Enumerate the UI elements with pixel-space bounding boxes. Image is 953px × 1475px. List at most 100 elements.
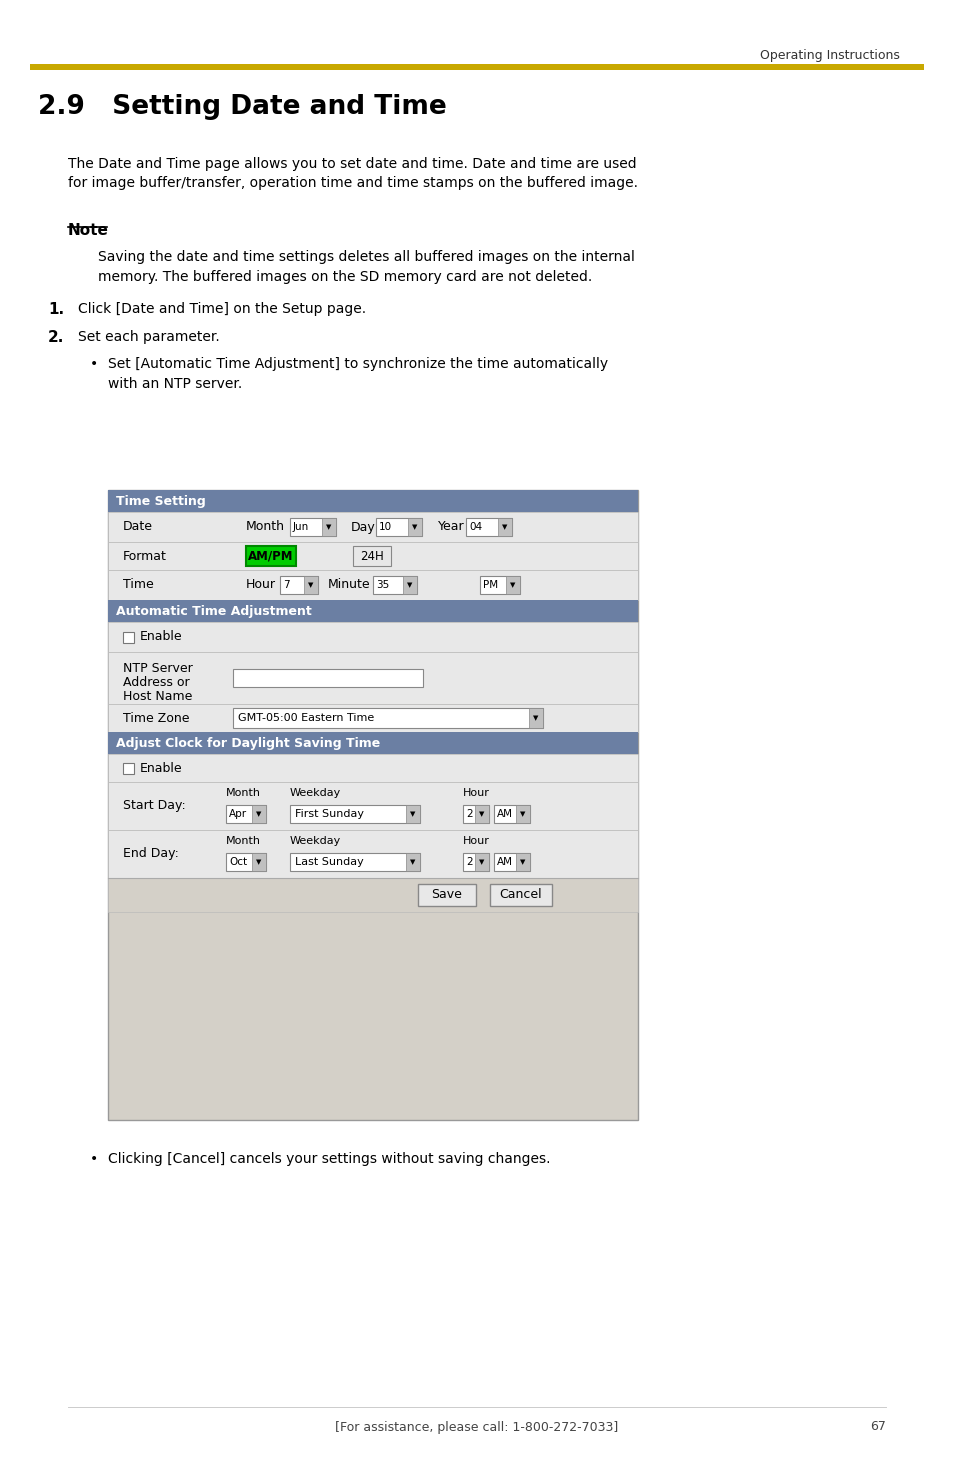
Text: ▼: ▼ xyxy=(326,524,332,530)
Text: AM: AM xyxy=(497,857,513,867)
Text: ▼: ▼ xyxy=(519,858,525,864)
Text: Automatic Time Adjustment: Automatic Time Adjustment xyxy=(116,605,312,618)
Text: Last Sunday: Last Sunday xyxy=(294,857,363,867)
Text: 7: 7 xyxy=(283,580,290,590)
Bar xyxy=(494,805,530,823)
Bar xyxy=(290,805,419,823)
Bar xyxy=(246,546,295,566)
Text: ▼: ▼ xyxy=(407,583,413,589)
Bar xyxy=(108,782,638,830)
Text: Format: Format xyxy=(123,550,167,562)
Bar xyxy=(516,853,530,872)
Bar xyxy=(108,490,638,1120)
Text: End Day:: End Day: xyxy=(123,848,179,860)
Text: Weekday: Weekday xyxy=(290,836,341,847)
Text: ▼: ▼ xyxy=(502,524,507,530)
Text: Clicking [Cancel] cancels your settings without saving changes.: Clicking [Cancel] cancels your settings … xyxy=(108,1152,550,1167)
Text: Day: Day xyxy=(351,521,375,534)
Text: Cancel: Cancel xyxy=(499,888,541,901)
Text: Saving the date and time settings deletes all buffered images on the internal
me: Saving the date and time settings delete… xyxy=(98,249,634,283)
Text: Note: Note xyxy=(68,223,109,237)
Text: Set each parameter.: Set each parameter. xyxy=(78,330,219,344)
Text: ▼: ▼ xyxy=(256,858,261,864)
Bar xyxy=(475,853,489,872)
Text: ▼: ▼ xyxy=(410,811,416,817)
Text: Month: Month xyxy=(226,788,261,798)
Bar xyxy=(479,577,519,594)
Text: Time Zone: Time Zone xyxy=(123,711,190,724)
Text: First Sunday: First Sunday xyxy=(294,808,364,819)
Bar xyxy=(475,805,489,823)
Bar xyxy=(108,652,638,704)
Bar xyxy=(30,63,923,69)
Text: 2: 2 xyxy=(465,857,472,867)
Text: ▼: ▼ xyxy=(256,811,261,817)
Bar xyxy=(252,805,266,823)
Text: Click [Date and Time] on the Setup page.: Click [Date and Time] on the Setup page. xyxy=(78,302,366,316)
Text: AM: AM xyxy=(497,808,513,819)
Text: Start Day:: Start Day: xyxy=(123,799,186,813)
Bar xyxy=(226,853,266,872)
Bar xyxy=(108,704,638,732)
Text: ▼: ▼ xyxy=(412,524,417,530)
Bar xyxy=(108,569,638,600)
Text: ▼: ▼ xyxy=(519,811,525,817)
Bar xyxy=(375,518,421,535)
Text: 35: 35 xyxy=(375,580,389,590)
Bar xyxy=(290,518,335,535)
Text: ▼: ▼ xyxy=(510,583,516,589)
Text: 2.9   Setting Date and Time: 2.9 Setting Date and Time xyxy=(38,94,446,119)
Bar xyxy=(516,805,530,823)
Text: Adjust Clock for Daylight Saving Time: Adjust Clock for Daylight Saving Time xyxy=(116,736,380,749)
Bar xyxy=(497,518,512,535)
Text: Enable: Enable xyxy=(140,761,182,774)
Text: ▼: ▼ xyxy=(410,858,416,864)
Text: Enable: Enable xyxy=(140,630,182,643)
Bar xyxy=(108,541,638,569)
Bar xyxy=(108,600,638,622)
Bar xyxy=(408,518,421,535)
Bar xyxy=(123,631,133,643)
Text: Apr: Apr xyxy=(229,808,247,819)
Text: Minute: Minute xyxy=(328,578,370,591)
Text: Address or: Address or xyxy=(123,676,190,689)
Text: Date: Date xyxy=(123,521,152,534)
Bar xyxy=(108,732,638,754)
Text: NTP Server: NTP Server xyxy=(123,662,193,676)
Bar xyxy=(108,622,638,652)
Text: Save: Save xyxy=(431,888,462,901)
Bar xyxy=(280,577,317,594)
Bar xyxy=(402,577,416,594)
Bar xyxy=(417,884,476,906)
Text: 2: 2 xyxy=(465,808,472,819)
Text: Hour: Hour xyxy=(462,788,489,798)
Bar xyxy=(373,577,416,594)
Bar xyxy=(304,577,317,594)
Text: ▼: ▼ xyxy=(478,858,484,864)
Bar xyxy=(322,518,335,535)
Text: ▼: ▼ xyxy=(533,715,538,721)
Bar xyxy=(406,805,419,823)
Bar xyxy=(108,512,638,541)
Text: Hour: Hour xyxy=(246,578,275,591)
Bar xyxy=(529,708,542,729)
Text: AM/PM: AM/PM xyxy=(248,550,294,562)
Bar xyxy=(490,884,552,906)
Text: Host Name: Host Name xyxy=(123,690,193,704)
Text: 04: 04 xyxy=(469,522,481,532)
Text: The Date and Time page allows you to set date and time. Date and time are used
f: The Date and Time page allows you to set… xyxy=(68,156,638,190)
Text: 2.: 2. xyxy=(48,330,64,345)
Text: 24H: 24H xyxy=(359,550,383,562)
Bar xyxy=(406,853,419,872)
Text: Month: Month xyxy=(246,521,285,534)
Text: •: • xyxy=(90,357,98,372)
Bar xyxy=(123,763,133,774)
Text: Month: Month xyxy=(226,836,261,847)
Text: 10: 10 xyxy=(378,522,392,532)
Text: •: • xyxy=(90,1152,98,1167)
Bar xyxy=(465,518,512,535)
Bar xyxy=(462,853,489,872)
Bar xyxy=(233,708,542,729)
Text: Hour: Hour xyxy=(462,836,489,847)
Text: 67: 67 xyxy=(869,1420,885,1434)
